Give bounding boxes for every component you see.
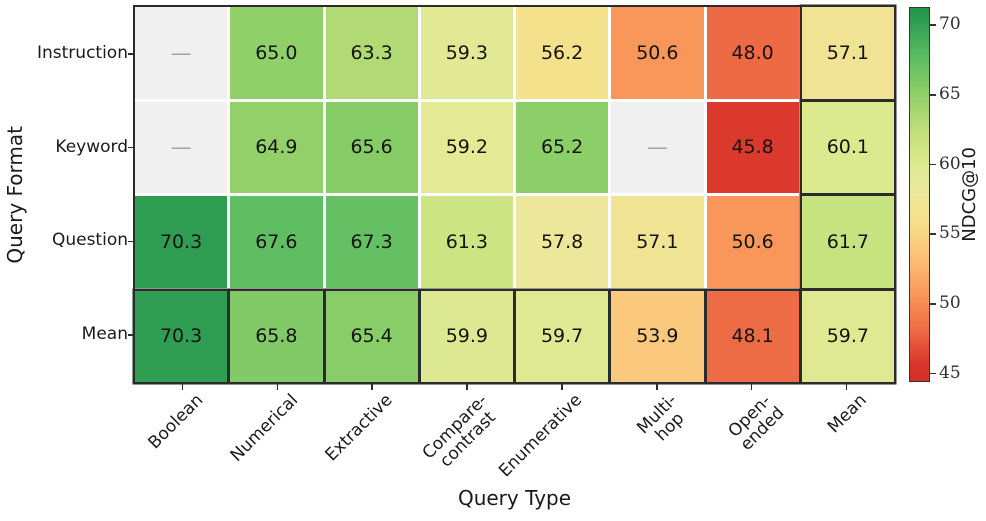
heatmap-cell-mean-open-ended: 48.1 xyxy=(706,290,799,382)
heatmap-cell-keyword-compare-contrast: 59.2 xyxy=(420,101,513,193)
colorbar-title: NDCG@10 xyxy=(956,7,982,382)
colorbar-tick-mark xyxy=(930,233,936,236)
heatmap-grid: —65.0 63.3 59.3 56.2 50.6 48.0 57.1—64.9 65.6 59… xyxy=(135,7,894,382)
heatmap-cell-instruction-enumerative: 56.2 xyxy=(516,7,609,99)
column-label-open-ended: Open-ended xyxy=(724,390,790,456)
heatmap-cell-instruction-numerical: 65.0 xyxy=(230,7,323,99)
colorbar-tick-label-55: 55 xyxy=(939,223,961,244)
heatmap-cell-question-open-ended: 50.6 xyxy=(706,196,799,288)
heatmap-cell-mean-compare-contrast: 59.9 xyxy=(420,290,513,382)
heatmap-cell-keyword-mean: 60.1 xyxy=(801,101,894,193)
heatmap-cell-instruction-compare-contrast: 59.3 xyxy=(420,7,513,99)
heatmap-cell-keyword-numerical: 64.9 xyxy=(230,101,323,193)
heatmap-cell-instruction-extractive: 63.3 xyxy=(325,7,418,99)
heatmap-cell-keyword-extractive: 65.6 xyxy=(325,101,418,193)
y-tick-mark xyxy=(128,53,134,55)
colorbar-title-text: NDCG@10 xyxy=(958,147,980,242)
heatmap-cell-mean-multi-hop: 53.9 xyxy=(611,290,704,382)
heatmap-cell-keyword-multi-hop: — xyxy=(611,101,704,193)
heatmap-cell-question-numerical: 67.6 xyxy=(230,196,323,288)
y-tick-mark xyxy=(128,240,134,243)
colorbar-tick-mark xyxy=(930,24,936,26)
heatmap-cell-question-extractive: 67.3 xyxy=(325,196,418,288)
heatmap-cell-mean-mean: 59.7 xyxy=(801,290,894,382)
x-tick-mark xyxy=(276,384,279,390)
colorbar-tick-label-70: 70 xyxy=(939,14,961,35)
column-label-mean: Mean xyxy=(824,390,871,438)
x-axis-title: Query Type xyxy=(457,486,572,510)
colorbar-tick-label-45: 45 xyxy=(939,362,961,383)
row-label-mean: Mean xyxy=(81,324,128,345)
heatmap-cell-question-compare-contrast: 61.3 xyxy=(420,196,513,288)
heatmap-cell-question-mean: 61.7 xyxy=(801,196,894,288)
column-label-numerical: Numerical xyxy=(226,390,302,466)
colorbar-tick-mark xyxy=(930,303,936,305)
x-tick-mark xyxy=(750,384,753,390)
heatmap-cell-keyword-enumerative: 65.2 xyxy=(516,101,609,193)
x-tick-mark xyxy=(466,384,468,390)
heatmap-cell-question-boolean: 70.3 xyxy=(135,196,228,288)
heatmap-cell-question-multi-hop: 57.1 xyxy=(611,196,704,288)
y-tick-mark xyxy=(128,334,134,336)
x-tick-mark xyxy=(181,384,184,390)
colorbar xyxy=(909,7,930,382)
heatmap-cell-question-enumerative: 57.8 xyxy=(516,196,609,288)
colorbar-tick-label-50: 50 xyxy=(939,292,961,313)
heatmap-cell-mean-boolean: 70.3 xyxy=(135,290,228,382)
y-tick-mark xyxy=(128,146,134,149)
x-tick-mark xyxy=(656,384,658,390)
heatmap-cell-mean-extractive: 65.4 xyxy=(325,290,418,382)
column-label-boolean: Boolean xyxy=(144,390,207,454)
heatmap-cell-mean-enumerative: 59.7 xyxy=(516,290,609,382)
x-tick-mark xyxy=(371,384,373,390)
heatmap-cell-keyword-open-ended: 45.8 xyxy=(706,101,799,193)
column-label-multi-hop: Multi-hop xyxy=(633,390,689,446)
row-label-question: Question xyxy=(51,230,128,251)
column-label-enumerative: Enumerative xyxy=(495,390,587,482)
column-label-extractive: Extractive xyxy=(321,390,397,466)
heatmap-cell-keyword-boolean: — xyxy=(135,101,228,193)
column-label-compare-contrast: Compare- contrast xyxy=(418,390,500,472)
colorbar-tick-label-60: 60 xyxy=(939,153,961,174)
colorbar-tick-mark xyxy=(930,163,936,166)
x-tick-mark xyxy=(561,384,563,390)
colorbar-tick-label-65: 65 xyxy=(939,83,961,104)
heatmap-cell-instruction-multi-hop: 50.6 xyxy=(611,7,704,99)
heatmap-cell-instruction-open-ended: 48.0 xyxy=(706,7,799,99)
colorbar-tick-mark xyxy=(930,94,936,96)
colorbar-tick-mark xyxy=(930,372,936,375)
heatmap-cell-instruction-mean: 57.1 xyxy=(801,7,894,99)
heatmap-cell-mean-numerical: 65.8 xyxy=(230,290,323,382)
x-tick-mark xyxy=(845,384,848,390)
row-label-instruction: Instruction xyxy=(37,42,128,63)
heatmap-cell-instruction-boolean: — xyxy=(135,7,228,99)
row-label-keyword: Keyword xyxy=(55,136,128,157)
